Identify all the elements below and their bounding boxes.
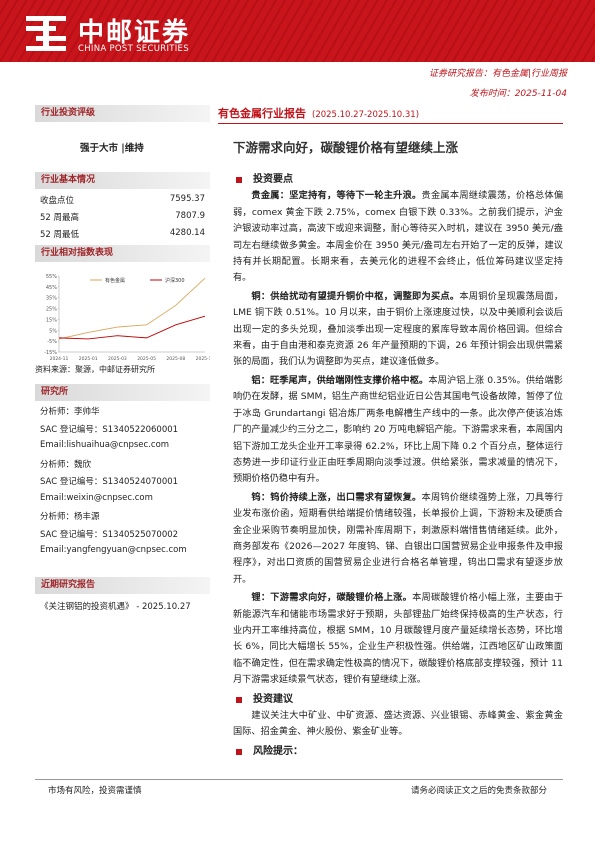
paragraph-text: 本周沪铝上涨 0.35%。供给端影响仍在发酵，据 SMM，铝生产商世纪铝业近日公…: [233, 374, 563, 485]
paragraph-text: 本周铜价呈现震荡局面，LME 铜下跌 0.51%。10 月以来，由于铜价上涨速度…: [233, 290, 564, 368]
analyst-line: SAC 登记编号：S1340522060001: [40, 424, 179, 435]
info-row: 52 周最低 4280.14: [40, 228, 205, 240]
legend-label: 沪深300: [165, 277, 185, 284]
x-tick-label: 2025-08: [166, 356, 185, 362]
rating: 强于大市 |维持: [80, 143, 144, 154]
y-tick-label: 55%: [46, 274, 57, 280]
paragraph-lead: 贵金属：坚定持有，等待下一轮主升浪。: [251, 190, 422, 202]
y-tick-label: 35%: [46, 296, 57, 302]
recent-list: 《关注钢铝的投资机遇》 - 2025.10.27: [40, 600, 205, 614]
paragraph-lead: 锂：下游需求向好，碳酸锂价格上涨。: [251, 592, 413, 604]
y-tick-label: 25%: [46, 307, 57, 313]
paragraph: 建议关注大中矿业、中矿资源、盛达资源、兴业银锡、赤峰黄金、紫金黄金国际、招金黄金…: [233, 708, 563, 741]
paragraph: 铜：供给扰动有望提升铜价中枢，调整即为买点。本周铜价呈现震荡局面，LME 铜下跌…: [233, 289, 563, 371]
paragraph-lead: 铜：供给扰动有望提升铜价中枢，调整即为买点。: [251, 290, 460, 302]
analyst-line: Email:yangfengyuan@cnpsec.com: [40, 545, 187, 555]
recent-item: 《关注钢铝的投资机遇》 - 2025.10.27: [40, 602, 191, 612]
logo-text: 中邮证券: [78, 18, 191, 48]
main-title-bar: 有色金属行业报告 (2025.10.27-2025.10.31): [218, 104, 563, 124]
y-tick-label: -5%: [47, 339, 57, 345]
section-heading: 行业投资评级: [35, 105, 210, 122]
paragraph-text: 贵金属本周继续震荡，价格总体偏弱，comex 黄金下跌 2.75%，comex …: [233, 190, 564, 284]
main-title: 有色金属行业报告: [218, 107, 306, 120]
section-heading: 研究所: [35, 384, 210, 401]
analyst-line: SAC 登记编号：S1340524070001: [40, 477, 179, 487]
info-value: 4280.14: [169, 228, 205, 238]
analyst-line: Email:lishuaihua@cnpsec.com: [40, 440, 170, 450]
analyst-line: SAC 登记编号：S1340525070002: [40, 529, 179, 540]
info-row: 收盘点位 7595.37: [40, 194, 205, 206]
y-tick-label: 5%: [49, 328, 57, 334]
legend-label: 有色金属: [105, 277, 125, 284]
paragraph: 贵金属：坚定持有，等待下一轮主升浪。贵金属本周继续震荡，价格总体偏弱，comex…: [233, 188, 563, 286]
info-label: 52 周最高: [40, 213, 80, 223]
footer-right: 请务必阅读正文之后的免责条款部分: [410, 786, 547, 796]
x-tick-label: 2025-01: [79, 356, 98, 362]
paragraph-lead: 铝：旺季尾声，供给端刚性支撑价格中枢。: [251, 374, 429, 386]
publish-date: 发布时间：2025-11-04: [469, 89, 567, 99]
info-label: 收盘点位: [40, 196, 75, 206]
info-row: 52 周最高 7807.9: [40, 211, 205, 223]
section-heading: 行业基本情况: [35, 172, 210, 189]
paragraph-lead: 钨：钨价持续上涨，出口需求有望恢复。: [251, 491, 422, 503]
headline: 下游需求向好，碳酸锂价格有望继续上涨: [233, 140, 459, 155]
paragraph-text: 建议关注大中矿业、中矿资源、盛达资源、兴业银锡、赤峰黄金、紫金黄金国际、招金黄金…: [233, 710, 563, 738]
y-tick-label: 15%: [46, 317, 57, 323]
info-value: 7807.9: [175, 211, 205, 221]
paragraph: 锂：下游需求向好，碳酸锂价格上涨。本周碳酸锂价格小幅上涨，主要由于新能源汽车和储…: [233, 590, 563, 688]
y-tick-label: -15%: [44, 350, 57, 356]
info-label: 52 周最低: [40, 230, 80, 240]
x-tick-label: 2025-05: [137, 356, 156, 362]
section-heading: 行业相对指数表现: [35, 245, 210, 262]
header-band: [0, 0, 595, 62]
period: (2025.10.27-2025.10.31): [312, 110, 420, 120]
x-tick-label: 2024-11: [50, 356, 69, 362]
analyst-line: Email:weixin@cnpsec.com: [40, 492, 153, 503]
logo-subtext: CHINA POST SECURITIES: [78, 44, 189, 54]
chart: 55% 45% 35% 25% 15% 5% -5% -15%2024-11 2025-01 20…: [44, 274, 210, 362]
x-tick-label: 2025-10: [196, 356, 210, 362]
section-heading: 投资建议: [233, 692, 563, 708]
line-series: [58, 315, 206, 340]
footer-rule: [35, 779, 563, 780]
source: 资料来源：聚源，中邮证券研究所: [35, 365, 155, 374]
body: 投资要点 贵金属：坚定持有，等待下一轮主升浪。贵金属本周继续震荡，价格总体偏弱，c…: [233, 172, 563, 760]
paragraph: 钨：钨价持续上涨，出口需求有望恢复。本周钨价继续强势上涨，刀具等行业发布涨价函，…: [233, 490, 563, 588]
section-heading: 投资要点: [233, 172, 563, 188]
paragraph-text: 本周钨价继续强势上涨，刀具等行业发布涨价函，短期看供给端提价情绪较强，长单报价上…: [233, 491, 564, 585]
analyst-line: 分析师：杨丰源: [40, 512, 100, 522]
x-tick-label: 2025-03: [108, 356, 127, 362]
line-series: [58, 277, 206, 340]
info-value: 7595.37: [169, 194, 205, 204]
report-type: 证券研究报告：有色金属|行业周报: [428, 69, 567, 79]
y-tick-label: 45%: [46, 285, 57, 291]
section-heading: 近期研究报告: [35, 577, 210, 594]
logo-icon: [26, 16, 66, 51]
section-heading: 风险提示：: [233, 744, 563, 760]
analyst-line: 分析师：魏欣: [40, 459, 92, 470]
paragraph: 铝：旺季尾声，供给端刚性支撑价格中枢。本周沪铝上涨 0.35%。供给端影响仍在发…: [233, 373, 563, 488]
paragraph-text: 本周碳酸锂价格小幅上涨，主要由于新能源汽车和储能市场需求好于预期，头部锂盐厂始终…: [233, 592, 564, 686]
analyst-line: 分析师：李帅华: [40, 407, 100, 417]
footer-left: 市场有风险，投资需谨慎: [48, 786, 142, 796]
